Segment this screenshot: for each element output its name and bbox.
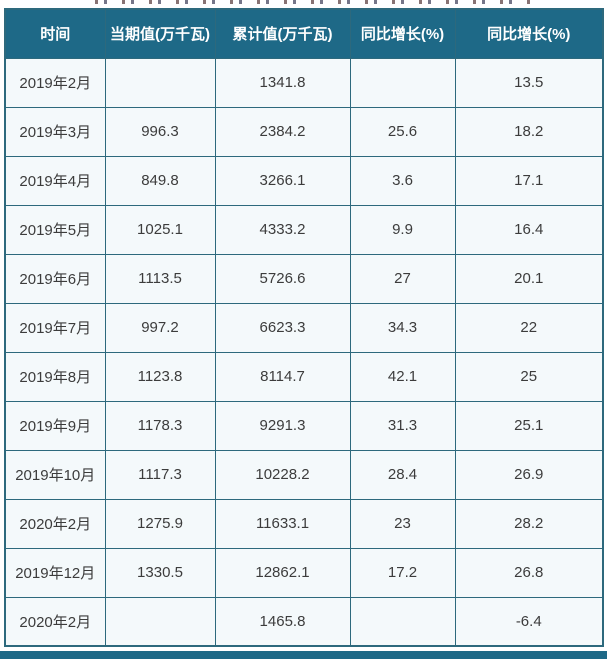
value-cell <box>349 57 456 108</box>
table-row: 2019年9月 1178.3 9291.3 31.3 25.1 <box>4 400 604 451</box>
clipped-page-title <box>0 0 607 8</box>
table-row: 2019年6月 1113.5 5726.6 27 20.1 <box>4 253 604 304</box>
table-row: 2019年3月 996.3 2384.2 25.6 18.2 <box>4 106 604 157</box>
value-cell: 26.8 <box>454 547 604 598</box>
column-header-2: 累计值(万千瓦) <box>214 8 351 59</box>
value-cell: 42.1 <box>349 351 456 402</box>
value-cell: 17.2 <box>349 547 456 598</box>
value-cell: 9.9 <box>349 204 456 255</box>
value-cell <box>349 596 456 647</box>
value-cell: -6.4 <box>454 596 604 647</box>
value-cell <box>104 57 216 108</box>
column-header-1: 当期值(万千瓦) <box>104 8 216 59</box>
time-cell: 2019年2月 <box>4 57 106 108</box>
value-cell: 3.6 <box>349 155 456 206</box>
value-cell: 3266.1 <box>214 155 351 206</box>
table-row: 2019年2月 1341.8 13.5 <box>4 57 604 108</box>
time-cell: 2019年9月 <box>4 400 106 451</box>
value-cell: 26.9 <box>454 449 604 500</box>
value-cell: 22 <box>454 302 604 353</box>
time-cell: 2020年2月 <box>4 596 106 647</box>
value-cell: 16.4 <box>454 204 604 255</box>
value-cell: 9291.3 <box>214 400 351 451</box>
column-header-4: 同比增长(%) <box>454 8 604 59</box>
value-cell: 25.1 <box>454 400 604 451</box>
time-cell: 2019年8月 <box>4 351 106 402</box>
value-cell: 1113.5 <box>104 253 216 304</box>
time-cell: 2020年2月 <box>4 498 106 549</box>
value-cell: 17.1 <box>454 155 604 206</box>
value-cell: 6623.3 <box>214 302 351 353</box>
value-cell: 13.5 <box>454 57 604 108</box>
value-cell: 996.3 <box>104 106 216 157</box>
time-cell: 2019年5月 <box>4 204 106 255</box>
value-cell: 849.8 <box>104 155 216 206</box>
value-cell: 1330.5 <box>104 547 216 598</box>
time-cell: 2019年7月 <box>4 302 106 353</box>
table-header-row: 时间 当期值(万千瓦) 累计值(万千瓦) 同比增长(%) 同比增长(%) <box>4 8 604 59</box>
value-cell: 1178.3 <box>104 400 216 451</box>
table-row: 2019年8月 1123.8 8114.7 42.1 25 <box>4 351 604 402</box>
value-cell: 11633.1 <box>214 498 351 549</box>
value-cell: 5726.6 <box>214 253 351 304</box>
column-header-0: 时间 <box>4 8 106 59</box>
value-cell <box>104 596 216 647</box>
table-row: 2019年7月 997.2 6623.3 34.3 22 <box>4 302 604 353</box>
clipped-title-fragments <box>95 0 535 4</box>
value-cell: 12862.1 <box>214 547 351 598</box>
value-cell: 1275.9 <box>104 498 216 549</box>
table-row: 2020年2月 1465.8 -6.4 <box>4 596 604 647</box>
footer-bar <box>0 651 607 659</box>
value-cell: 1465.8 <box>214 596 351 647</box>
value-cell: 4333.2 <box>214 204 351 255</box>
value-cell: 31.3 <box>349 400 456 451</box>
value-cell: 2384.2 <box>214 106 351 157</box>
value-cell: 1341.8 <box>214 57 351 108</box>
table-row: 2019年4月 849.8 3266.1 3.6 17.1 <box>4 155 604 206</box>
time-cell: 2019年3月 <box>4 106 106 157</box>
statistics-table: 时间 当期值(万千瓦) 累计值(万千瓦) 同比增长(%) 同比增长(%) 2019年2月… <box>4 8 604 647</box>
time-cell: 2019年12月 <box>4 547 106 598</box>
time-cell: 2019年10月 <box>4 449 106 500</box>
column-header-3: 同比增长(%) <box>349 8 456 59</box>
table-row: 2019年5月 1025.1 4333.2 9.9 16.4 <box>4 204 604 255</box>
table-body: 2019年2月 1341.8 13.5 2019年3月 996.3 2384.2 25.6 1… <box>4 57 604 647</box>
value-cell: 23 <box>349 498 456 549</box>
value-cell: 8114.7 <box>214 351 351 402</box>
value-cell: 1123.8 <box>104 351 216 402</box>
table-row: 2020年2月 1275.9 11633.1 23 28.2 <box>4 498 604 549</box>
value-cell: 25 <box>454 351 604 402</box>
value-cell: 1117.3 <box>104 449 216 500</box>
value-cell: 28.2 <box>454 498 604 549</box>
value-cell: 18.2 <box>454 106 604 157</box>
value-cell: 27 <box>349 253 456 304</box>
value-cell: 28.4 <box>349 449 456 500</box>
time-cell: 2019年6月 <box>4 253 106 304</box>
table-header-row: 时间 当期值(万千瓦) 累计值(万千瓦) 同比增长(%) 同比增长(%) <box>4 8 604 59</box>
value-cell: 1025.1 <box>104 204 216 255</box>
value-cell: 25.6 <box>349 106 456 157</box>
value-cell: 997.2 <box>104 302 216 353</box>
time-cell: 2019年4月 <box>4 155 106 206</box>
table-row: 2019年12月 1330.5 12862.1 17.2 26.8 <box>4 547 604 598</box>
value-cell: 10228.2 <box>214 449 351 500</box>
value-cell: 34.3 <box>349 302 456 353</box>
table-row: 2019年10月 1117.3 10228.2 28.4 26.9 <box>4 449 604 500</box>
value-cell: 20.1 <box>454 253 604 304</box>
